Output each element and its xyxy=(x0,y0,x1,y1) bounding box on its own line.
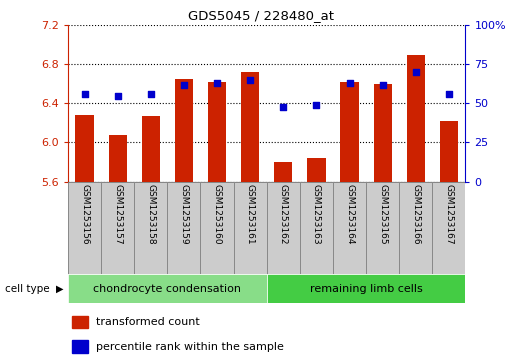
Text: GSM1253167: GSM1253167 xyxy=(445,184,453,245)
Point xyxy=(146,91,155,97)
Point xyxy=(412,69,420,75)
Bar xyxy=(142,116,160,182)
FancyBboxPatch shape xyxy=(300,182,333,274)
Text: chondrocyte condensation: chondrocyte condensation xyxy=(94,284,241,294)
Point xyxy=(213,80,221,86)
FancyBboxPatch shape xyxy=(399,182,433,274)
FancyBboxPatch shape xyxy=(333,182,366,274)
Text: remaining limb cells: remaining limb cells xyxy=(310,284,423,294)
Bar xyxy=(72,340,88,353)
FancyBboxPatch shape xyxy=(267,274,465,303)
Text: cell type: cell type xyxy=(5,284,50,294)
Text: GSM1253156: GSM1253156 xyxy=(80,184,89,245)
Text: GSM1253165: GSM1253165 xyxy=(378,184,387,245)
FancyBboxPatch shape xyxy=(167,182,200,274)
Bar xyxy=(72,316,88,328)
Point xyxy=(81,91,89,97)
Point xyxy=(345,80,354,86)
Text: GSM1253166: GSM1253166 xyxy=(411,184,420,245)
Point xyxy=(113,93,122,99)
Point xyxy=(180,82,188,87)
FancyBboxPatch shape xyxy=(366,182,399,274)
Text: GSM1253159: GSM1253159 xyxy=(179,184,188,245)
Bar xyxy=(308,158,325,182)
Point xyxy=(445,91,453,97)
Point xyxy=(379,82,387,87)
Text: GSM1253164: GSM1253164 xyxy=(345,184,354,245)
Text: percentile rank within the sample: percentile rank within the sample xyxy=(96,342,283,352)
Bar xyxy=(175,79,193,182)
FancyBboxPatch shape xyxy=(68,274,267,303)
Text: GSM1253162: GSM1253162 xyxy=(279,184,288,245)
Point xyxy=(279,104,288,110)
Point xyxy=(246,77,254,83)
FancyBboxPatch shape xyxy=(101,182,134,274)
Text: GSM1253161: GSM1253161 xyxy=(246,184,255,245)
Bar xyxy=(274,162,292,182)
Text: transformed count: transformed count xyxy=(96,317,200,327)
Bar xyxy=(340,82,359,182)
Text: GSM1253160: GSM1253160 xyxy=(212,184,222,245)
Bar xyxy=(109,135,127,182)
Bar xyxy=(407,55,425,182)
FancyBboxPatch shape xyxy=(433,182,465,274)
Text: GSM1253157: GSM1253157 xyxy=(113,184,122,245)
Bar xyxy=(440,121,458,182)
Bar xyxy=(75,115,94,182)
FancyBboxPatch shape xyxy=(200,182,234,274)
FancyBboxPatch shape xyxy=(68,182,101,274)
FancyBboxPatch shape xyxy=(234,182,267,274)
Bar xyxy=(208,82,226,182)
Text: ▶: ▶ xyxy=(56,284,64,294)
Bar xyxy=(241,72,259,182)
FancyBboxPatch shape xyxy=(267,182,300,274)
Point xyxy=(312,102,321,108)
Bar xyxy=(373,84,392,182)
FancyBboxPatch shape xyxy=(134,182,167,274)
Text: GDS5045 / 228480_at: GDS5045 / 228480_at xyxy=(188,9,335,22)
Text: GSM1253163: GSM1253163 xyxy=(312,184,321,245)
Text: GSM1253158: GSM1253158 xyxy=(146,184,155,245)
